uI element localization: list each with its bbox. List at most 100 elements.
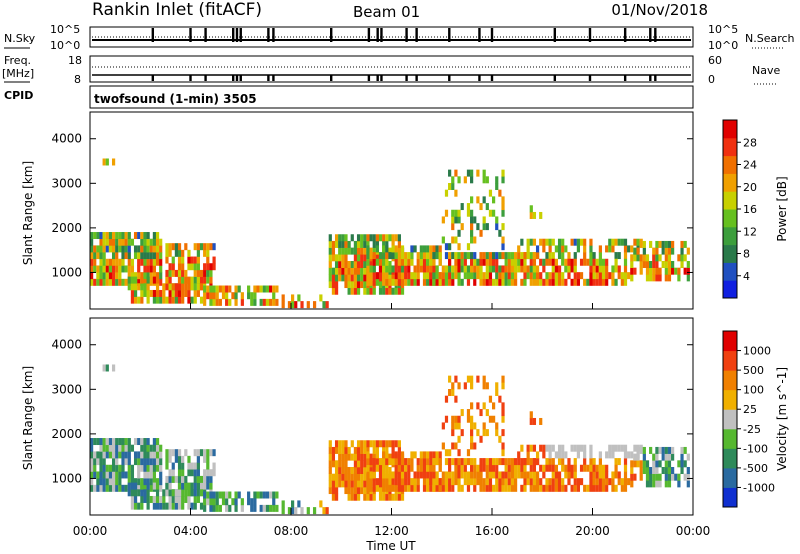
heatmap-cell [385,451,389,459]
heatmap-cell [215,298,219,306]
freq-spike [649,75,652,81]
heatmap-cell [444,478,449,486]
heatmap-cell [181,256,185,264]
heatmap-cell [341,234,345,242]
heatmap-cell [394,234,398,242]
heatmap-cell [137,489,141,497]
heatmap-cell [470,375,474,383]
heatmap-cell [391,480,395,488]
heatmap-cell [482,422,486,430]
heatmap-cell [576,484,580,492]
heatmap-cell [272,298,276,306]
heatmap-cell [451,415,455,423]
heatmap-cell [366,240,370,248]
heatmap-cell [190,482,194,490]
heatmap-cell [225,292,229,300]
heatmap-cell [532,484,537,492]
heatmap-cell [510,278,515,286]
heatmap-cell [498,484,502,492]
heatmap-cell [118,245,122,253]
heatmap-cell [203,292,207,300]
heatmap-cell [567,258,571,266]
heatmap-cell [482,252,486,260]
heatmap-cell [149,484,153,492]
heatmap-cell [416,458,420,466]
heatmap-cell [642,247,646,255]
heatmap-cell [334,493,339,501]
heatmap-cell [664,480,668,488]
heatmap-cell [545,238,549,246]
heatmap-cell [121,444,125,452]
heatmap-cell [127,478,131,486]
heatmap-cell [451,471,455,479]
heatmap-cell [517,265,521,273]
nsky-spike [204,28,207,42]
heatmap-cell [501,265,505,273]
heatmap-cell [473,442,477,450]
heatmap-cell [426,478,430,486]
heatmap-cell [143,458,147,466]
heatmap-cell [99,438,103,446]
heatmap-cell [526,451,530,459]
heatmap-cell [529,265,533,273]
heatmap-cell [334,487,339,495]
heatmap-cell [334,240,339,248]
heatmap-cell [193,289,197,297]
heatmap-cell [397,252,401,260]
colorbar-segment [723,262,737,281]
heatmap-cell [397,493,401,501]
y-tick-label: 4000 [51,132,82,146]
heatmap-cell [642,460,646,468]
heatmap-cell [366,471,370,479]
heatmap-cell [410,278,414,286]
heatmap-cell [526,238,530,246]
heatmap-cell [121,278,125,286]
heatmap-cell [419,451,423,459]
heatmap-cell [479,258,483,266]
heatmap-cell [121,471,125,479]
heatmap-cell [470,209,474,217]
heatmap-cell [667,267,672,275]
heatmap-cell [501,409,505,417]
heatmap-cell [155,495,160,503]
plot-title: Rankin Inlet (fitACF) [92,0,262,20]
heatmap-cell [482,402,486,410]
heatmap-cell [655,247,659,255]
heatmap-cell [451,265,455,273]
heatmap-cell [561,258,565,266]
heatmap-cell [561,484,565,492]
heatmap-cell [397,478,401,486]
heatmap-cell [426,464,430,472]
heatmap-cell [363,440,367,448]
heatmap-cell [234,498,238,506]
heatmap-cell [510,272,515,280]
heatmap-cell [385,234,389,242]
heatmap-cell [605,245,609,253]
heatmap-cell [171,449,175,457]
heatmap-cell [661,453,665,461]
heatmap-cell [99,245,103,253]
heatmap-cell [177,502,182,510]
heatmap-cell [391,287,395,295]
cpid-label: CPID [4,89,33,102]
heatmap-cell [492,252,496,260]
heatmap-cell [196,249,200,257]
nsky-right-tick-top: 10^5 [708,23,738,36]
heatmap-cell [623,258,628,266]
heatmap-cell [620,272,624,280]
heatmap-cell [190,263,194,271]
heatmap-cell [448,478,452,486]
heatmap-cell [143,272,147,280]
heatmap-cell [438,458,442,466]
heatmap-cell [168,283,172,291]
heatmap-cell [488,478,493,486]
heatmap-cell [130,482,135,490]
heatmap-cell [501,484,505,492]
heatmap-cell [451,278,455,286]
heatmap-cell [410,258,414,266]
heatmap-cell [605,464,609,472]
heatmap-cell [667,274,672,282]
heatmap-cell [291,507,295,515]
heatmap-cell [375,245,379,253]
heatmap-cell [470,429,474,437]
